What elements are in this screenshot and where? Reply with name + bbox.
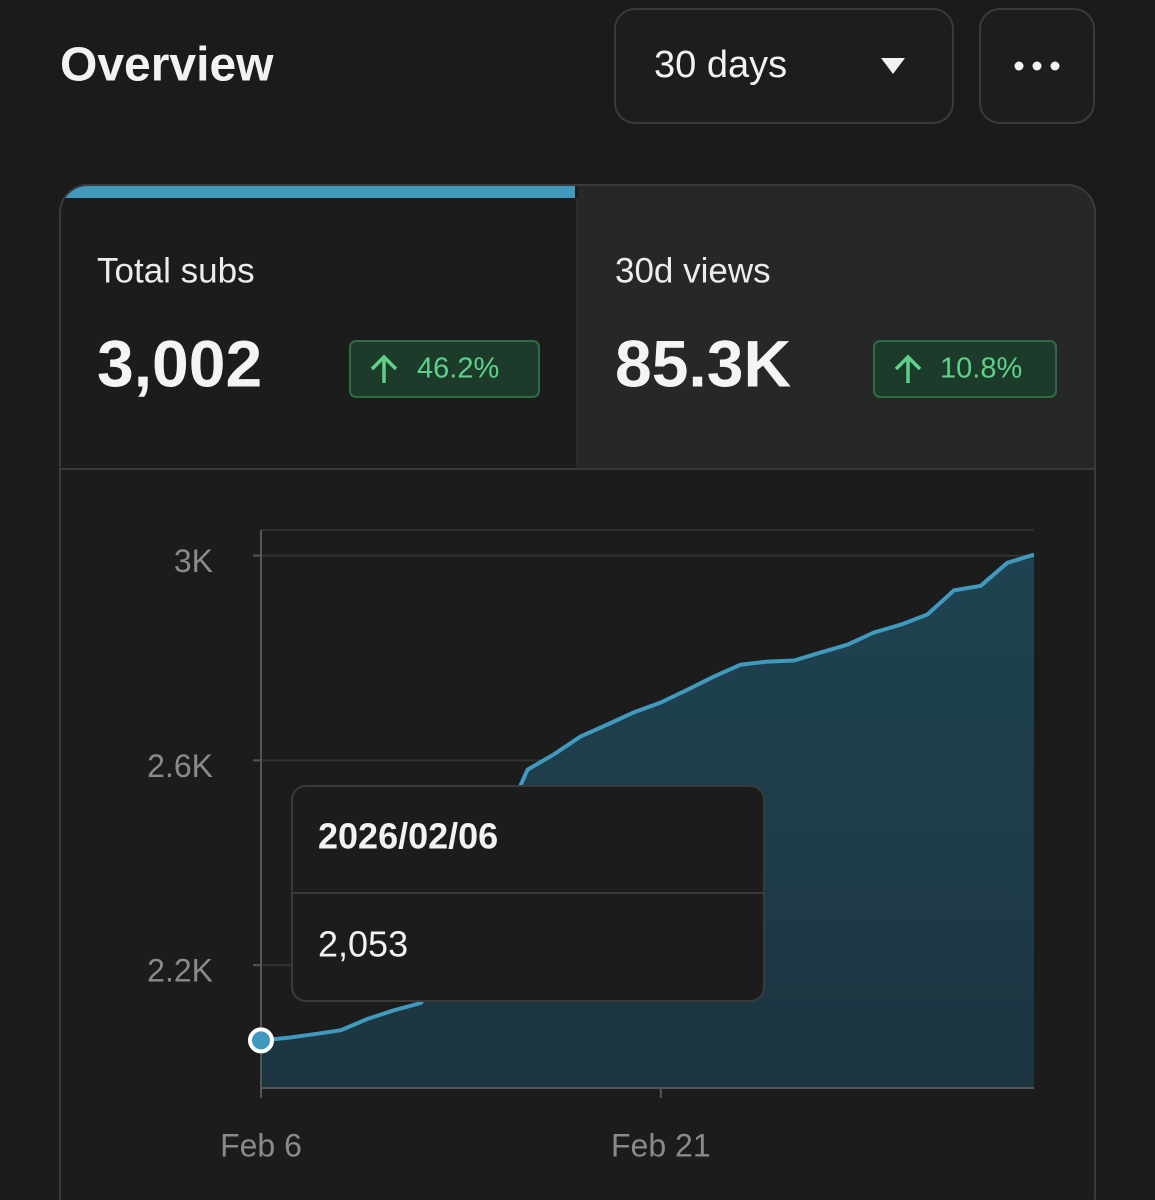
stat-subs[interactable]: Total subs 3,002 46.2% — [97, 251, 540, 400]
y-tick-label: 2.2K — [147, 953, 213, 989]
up-arrow — [370, 354, 398, 383]
dropdown-label[interactable]: 30 days — [654, 44, 787, 86]
card-border — [59, 184, 1096, 1200]
x-tick-label: Feb 21 — [611, 1127, 711, 1163]
line — [260, 552, 1035, 1043]
hover-point — [248, 1027, 274, 1054]
more-button[interactable] — [979, 8, 1095, 124]
change-text: 10.8% — [940, 353, 1022, 385]
tooltip-date: 2026/02/06 — [318, 816, 498, 857]
change-text: 46.2% — [417, 353, 499, 385]
y-tick-label: 2.6K — [147, 748, 213, 784]
y-tick-label: 3K — [174, 543, 213, 579]
stat-value[interactable]: 85.3K — [615, 326, 791, 400]
dot[interactable] — [1050, 61, 1060, 71]
dot[interactable] — [1032, 61, 1042, 71]
up-arrow — [894, 354, 922, 383]
chart: 2.2K 2.6K 3K Feb 6 Feb 21 2026/02/06 2,053 — [147, 529, 1035, 1163]
dot[interactable] — [1014, 61, 1024, 71]
dropdown-caret[interactable] — [881, 58, 905, 74]
page-title: Overview — [60, 39, 274, 92]
stat-value[interactable]: 3,002 — [97, 326, 262, 400]
stat-label[interactable]: Total subs — [97, 251, 255, 290]
tooltip-value: 2,053 — [318, 924, 408, 965]
x-tick-label: Feb 6 — [220, 1127, 302, 1163]
tab-inactive[interactable] — [578, 185, 1095, 469]
tooltip: 2026/02/06 2,053 — [291, 785, 765, 1002]
dropdown-box[interactable] — [614, 8, 954, 124]
tab-indicator — [60, 185, 575, 198]
change-badge — [873, 340, 1057, 398]
stat-views[interactable]: 30d views 85.3K 10.8% — [615, 251, 1057, 400]
change-badge — [349, 340, 540, 398]
stat-label[interactable]: 30d views — [615, 251, 771, 290]
range-dropdown[interactable]: 30 days — [614, 8, 954, 124]
